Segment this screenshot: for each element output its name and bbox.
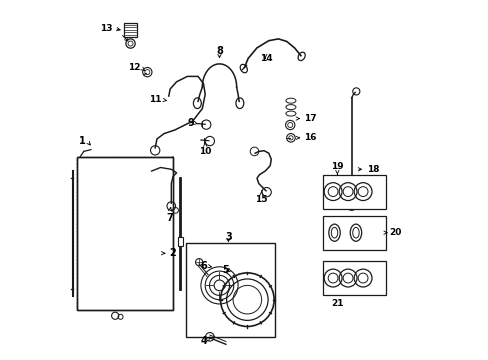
Bar bbox=[123, 23, 137, 37]
Bar bbox=[323, 216, 385, 249]
Text: 19: 19 bbox=[330, 162, 343, 171]
Text: 1: 1 bbox=[79, 136, 85, 146]
Text: 16: 16 bbox=[304, 133, 316, 142]
Text: 14: 14 bbox=[259, 54, 272, 63]
Text: 21: 21 bbox=[330, 298, 343, 307]
Text: 18: 18 bbox=[366, 165, 378, 174]
Bar bbox=[323, 175, 385, 208]
Text: 13: 13 bbox=[100, 24, 112, 33]
Text: 9: 9 bbox=[186, 118, 193, 128]
Bar bbox=[185, 243, 274, 337]
Text: 17: 17 bbox=[304, 114, 317, 123]
Text: 12: 12 bbox=[127, 63, 140, 72]
Text: 5: 5 bbox=[223, 265, 229, 275]
Bar bbox=[77, 157, 173, 310]
Text: 15: 15 bbox=[255, 195, 267, 204]
Text: 8: 8 bbox=[216, 46, 223, 57]
Bar bbox=[323, 261, 385, 295]
Text: 20: 20 bbox=[388, 228, 401, 237]
Text: 3: 3 bbox=[224, 232, 231, 242]
Bar bbox=[77, 157, 173, 310]
Text: 2: 2 bbox=[169, 248, 176, 258]
Text: 7: 7 bbox=[166, 213, 173, 223]
Text: 10: 10 bbox=[199, 147, 211, 156]
Text: 6: 6 bbox=[200, 261, 206, 271]
Text: 4: 4 bbox=[201, 337, 207, 346]
Bar bbox=[178, 237, 183, 246]
Text: 11: 11 bbox=[149, 95, 162, 104]
